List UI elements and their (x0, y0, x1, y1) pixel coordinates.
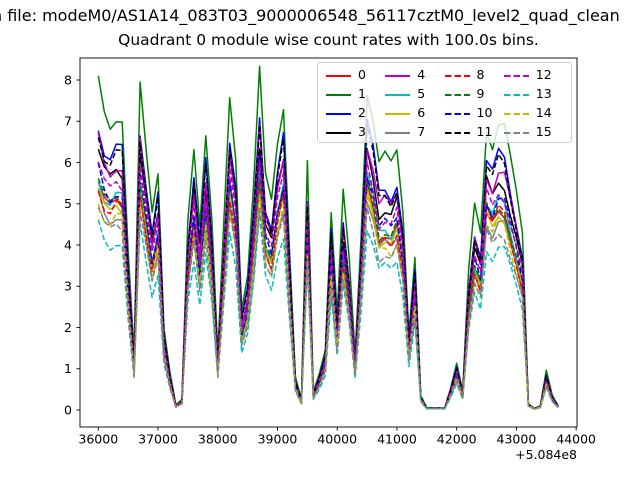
legend-item-4: 4 (385, 66, 444, 85)
series-group (97, 65, 559, 410)
legend-label: 14 (535, 105, 552, 121)
legend: 0 4 8 12 1 5 9 13 2 6 10 14 3 7 11 15 (317, 62, 572, 143)
legend-label: 1 (358, 86, 366, 102)
x-axis-offset-label: +5.084e8 (515, 447, 577, 462)
legend-item-11: 11 (444, 123, 504, 142)
x-tick-label: 44000 (556, 432, 596, 447)
series-line-12 (97, 160, 559, 410)
y-tick-label: 8 (64, 72, 72, 87)
legend-item-15: 15 (503, 123, 563, 142)
legend-label: 7 (417, 124, 426, 140)
legend-line-sample (444, 74, 470, 77)
legend-line-sample (326, 74, 351, 77)
legend-label: 5 (417, 86, 426, 102)
series-line-15 (97, 206, 559, 410)
x-tick-label: 37000 (138, 432, 178, 447)
legend-label: 4 (417, 67, 426, 83)
y-tick-label: 7 (64, 114, 72, 129)
legend-item-2: 2 (326, 104, 385, 123)
y-tick-label: 2 (64, 320, 72, 335)
x-tick-label: 41000 (377, 432, 417, 447)
legend-label: 15 (535, 124, 552, 140)
legend-label: 3 (358, 124, 366, 140)
legend-item-7: 7 (385, 123, 444, 142)
legend-label: 8 (476, 67, 485, 83)
legend-label: 10 (476, 105, 493, 121)
legend-label: 11 (476, 124, 493, 140)
y-tick-label: 1 (64, 361, 72, 376)
y-tick-label: 0 (64, 402, 72, 417)
legend-item-6: 6 (385, 104, 444, 123)
x-tick-label: 42000 (437, 432, 477, 447)
legend-line-sample (503, 74, 529, 77)
y-tick-label: 4 (64, 237, 72, 252)
legend-line-sample (326, 93, 351, 96)
legend-line-sample (326, 112, 351, 115)
x-tick-label: 39000 (258, 432, 298, 447)
axes-frame (79, 57, 578, 428)
legend-item-13: 13 (503, 85, 563, 104)
legend-line-sample (503, 112, 529, 115)
suptitle-filename: n file: modeM0/AS1A14_083T03_9000006548_… (0, 6, 620, 25)
x-tick-label: 40000 (317, 432, 357, 447)
legend-item-1: 1 (326, 85, 385, 104)
legend-label: 12 (535, 67, 552, 83)
legend-line-sample (444, 131, 470, 134)
y-tick-label: 5 (64, 196, 72, 211)
legend-label: 9 (476, 86, 485, 102)
legend-line-sample (385, 112, 411, 115)
chart-title: Quadrant 0 module wise count rates with … (118, 31, 539, 49)
legend-item-8: 8 (444, 66, 504, 85)
legend-line-sample (326, 131, 351, 134)
x-tick-label: 36000 (78, 432, 118, 447)
legend-item-12: 12 (503, 66, 563, 85)
legend-item-14: 14 (503, 104, 563, 123)
legend-item-5: 5 (385, 85, 444, 104)
legend-line-sample (385, 74, 411, 77)
x-tick-label: 38000 (198, 432, 238, 447)
legend-item-9: 9 (444, 85, 504, 104)
legend-label: 13 (535, 86, 552, 102)
legend-label: 6 (417, 105, 426, 121)
legend-line-sample (503, 131, 529, 134)
y-tick-label: 3 (64, 279, 72, 294)
legend-item-3: 3 (326, 123, 385, 142)
x-tick-label: 43000 (497, 432, 537, 447)
legend-label: 2 (358, 105, 366, 121)
legend-line-sample (385, 131, 411, 134)
legend-line-sample (385, 93, 411, 96)
y-tick-label: 6 (64, 155, 72, 170)
legend-line-sample (444, 112, 470, 115)
legend-item-0: 0 (326, 66, 385, 85)
legend-line-sample (444, 93, 470, 96)
legend-item-10: 10 (444, 104, 504, 123)
legend-label: 0 (358, 67, 366, 83)
legend-line-sample (503, 93, 529, 96)
